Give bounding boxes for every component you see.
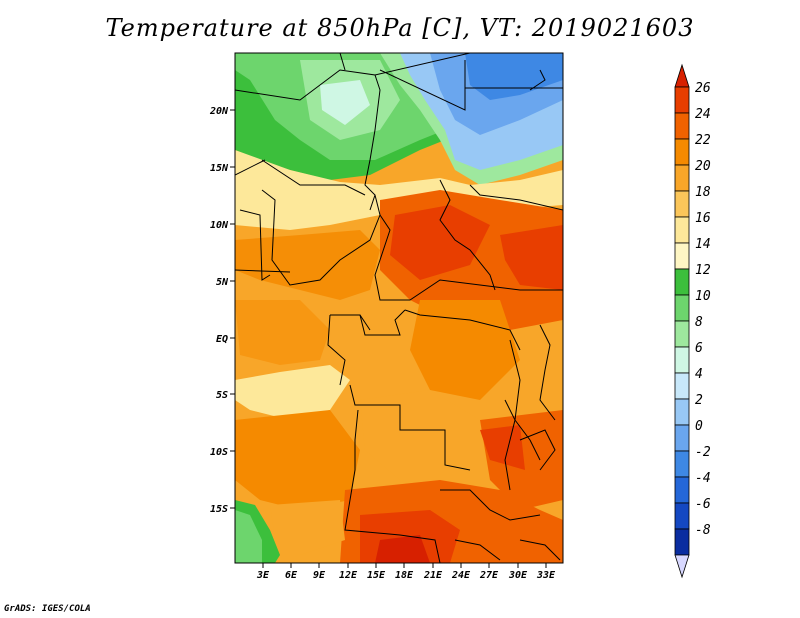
lon-tick-label: 18E xyxy=(395,570,414,581)
colorbar-label: 12 xyxy=(695,263,711,278)
colorbar-label: 10 xyxy=(695,289,711,304)
colorbar-label: 26 xyxy=(695,81,711,96)
colorbar-label: -6 xyxy=(695,497,711,512)
colorbar-segment xyxy=(674,164,690,192)
colorbar-max-triangle xyxy=(674,63,690,88)
lon-tick-label: 12E xyxy=(339,570,358,581)
colorbar-segment xyxy=(674,216,690,244)
lon-tick-label: 21E xyxy=(423,570,443,581)
credit-text: GrADS: IGES/COLA xyxy=(4,604,91,614)
colorbar-segment xyxy=(674,242,690,270)
colorbar-label: 22 xyxy=(695,133,711,148)
country-borders xyxy=(235,53,563,563)
colorbar-segment xyxy=(674,268,690,296)
map-frame xyxy=(234,52,564,564)
colorbar-label: -8 xyxy=(695,523,711,538)
lon-tick-label: 15E xyxy=(367,570,386,581)
colorbar-segment xyxy=(674,138,690,166)
colorbar-segment xyxy=(674,346,690,374)
lon-tick-label: 33E xyxy=(536,570,556,581)
lat-tick-label: 5S xyxy=(216,390,228,401)
colorbar-label: 8 xyxy=(695,315,703,330)
lon-tick-label: 24E xyxy=(451,570,471,581)
colorbar-label: 2 xyxy=(695,393,703,408)
lon-tick-label: 6E xyxy=(285,570,298,581)
lat-tick-label: 15N xyxy=(210,163,229,174)
colorbar-label: 24 xyxy=(695,107,711,122)
colorbar-segment xyxy=(674,502,690,530)
colorbar-segment xyxy=(674,112,690,140)
colorbar-min-triangle xyxy=(674,554,690,579)
lon-tick-label: 9E xyxy=(313,570,326,581)
latitude-axis: 20N 15N 10N 5N EQ 5S 10S 15S xyxy=(209,106,235,515)
colorbar-label: 0 xyxy=(695,419,703,434)
colorbar-segment xyxy=(674,450,690,478)
colorbar-segment xyxy=(674,190,690,218)
colorbar-segment xyxy=(674,372,690,400)
lon-tick-label: 30E xyxy=(508,570,528,581)
lat-tick-label: 5N xyxy=(216,277,229,288)
colorbar-segment xyxy=(674,86,690,114)
colorbar-segment xyxy=(674,424,690,452)
colorbar-segment xyxy=(674,320,690,348)
lon-tick-label: 27E xyxy=(479,570,499,581)
lat-tick-label: 20N xyxy=(209,106,229,117)
lon-tick-label: 3E xyxy=(256,570,270,581)
colorbar-label: -4 xyxy=(695,471,711,486)
colorbar-segment xyxy=(674,294,690,322)
longitude-axis: 3E 6E 9E 12E 15E 18E 21E 24E 27E 30E 33E xyxy=(256,563,556,581)
colorbar-label: 14 xyxy=(695,237,711,252)
lat-tick-label: 15S xyxy=(210,504,228,515)
colorbar-segment xyxy=(674,528,690,556)
colorbar-label: 20 xyxy=(695,159,711,174)
colorbar-label: 18 xyxy=(695,185,711,200)
colorbar-label: 4 xyxy=(695,367,703,382)
page-title: Temperature at 850hPa [C], VT: 201902160… xyxy=(105,14,695,42)
colorbar-label: -2 xyxy=(695,445,711,460)
lat-tick-label: EQ xyxy=(216,334,228,345)
temperature-field xyxy=(235,53,563,563)
colorbar-label: 6 xyxy=(695,341,703,356)
colorbar-label: 16 xyxy=(695,211,711,226)
lat-tick-label: 10N xyxy=(210,220,229,231)
colorbar-segment xyxy=(674,398,690,426)
lat-tick-label: 10S xyxy=(210,447,228,458)
colorbar-segment xyxy=(674,476,690,504)
